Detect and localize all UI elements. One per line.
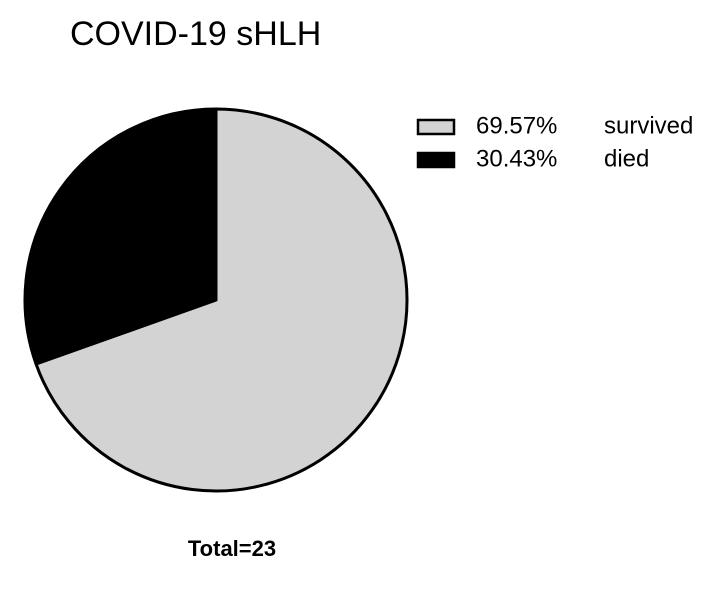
- legend-label: survived: [604, 112, 693, 139]
- pie-slice: [34, 107, 409, 493]
- chart-title: COVID-19 sHLH: [70, 15, 321, 53]
- annotation: Total=23: [188, 536, 276, 561]
- legend-swatch: [416, 151, 456, 169]
- legend-label: died: [604, 145, 649, 172]
- legend-swatch: [416, 118, 456, 136]
- pie-slice: [23, 107, 218, 366]
- legend-value: 69.57%: [476, 112, 557, 139]
- legend-value: 30.43%: [476, 145, 557, 172]
